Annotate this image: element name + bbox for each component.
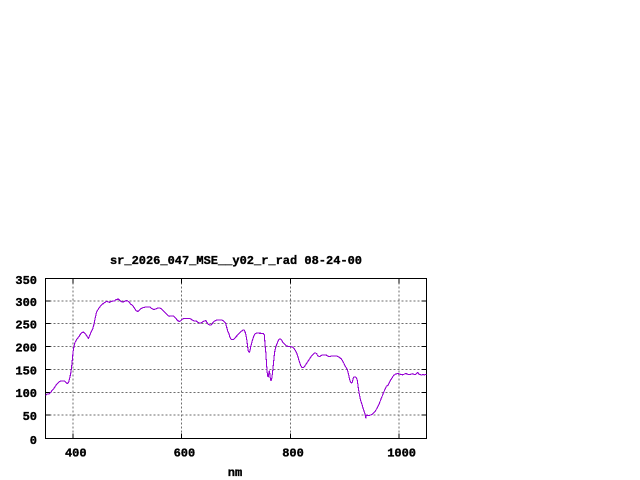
- svg-text:50: 50: [23, 410, 37, 424]
- svg-text:300: 300: [15, 296, 37, 310]
- svg-text:250: 250: [15, 319, 37, 333]
- svg-text:sr_2026_047_MSE__y02_r_rad 08-: sr_2026_047_MSE__y02_r_rad 08-24-00: [110, 254, 362, 268]
- svg-text:nm: nm: [228, 466, 242, 480]
- svg-text:0: 0: [30, 434, 37, 448]
- svg-text:600: 600: [174, 447, 196, 461]
- svg-text:800: 800: [282, 447, 304, 461]
- svg-text:150: 150: [15, 364, 37, 378]
- svg-text:350: 350: [15, 274, 37, 288]
- svg-text:100: 100: [15, 387, 37, 401]
- svg-text:400: 400: [65, 447, 87, 461]
- svg-text:1000: 1000: [387, 447, 416, 461]
- svg-text:200: 200: [15, 342, 37, 356]
